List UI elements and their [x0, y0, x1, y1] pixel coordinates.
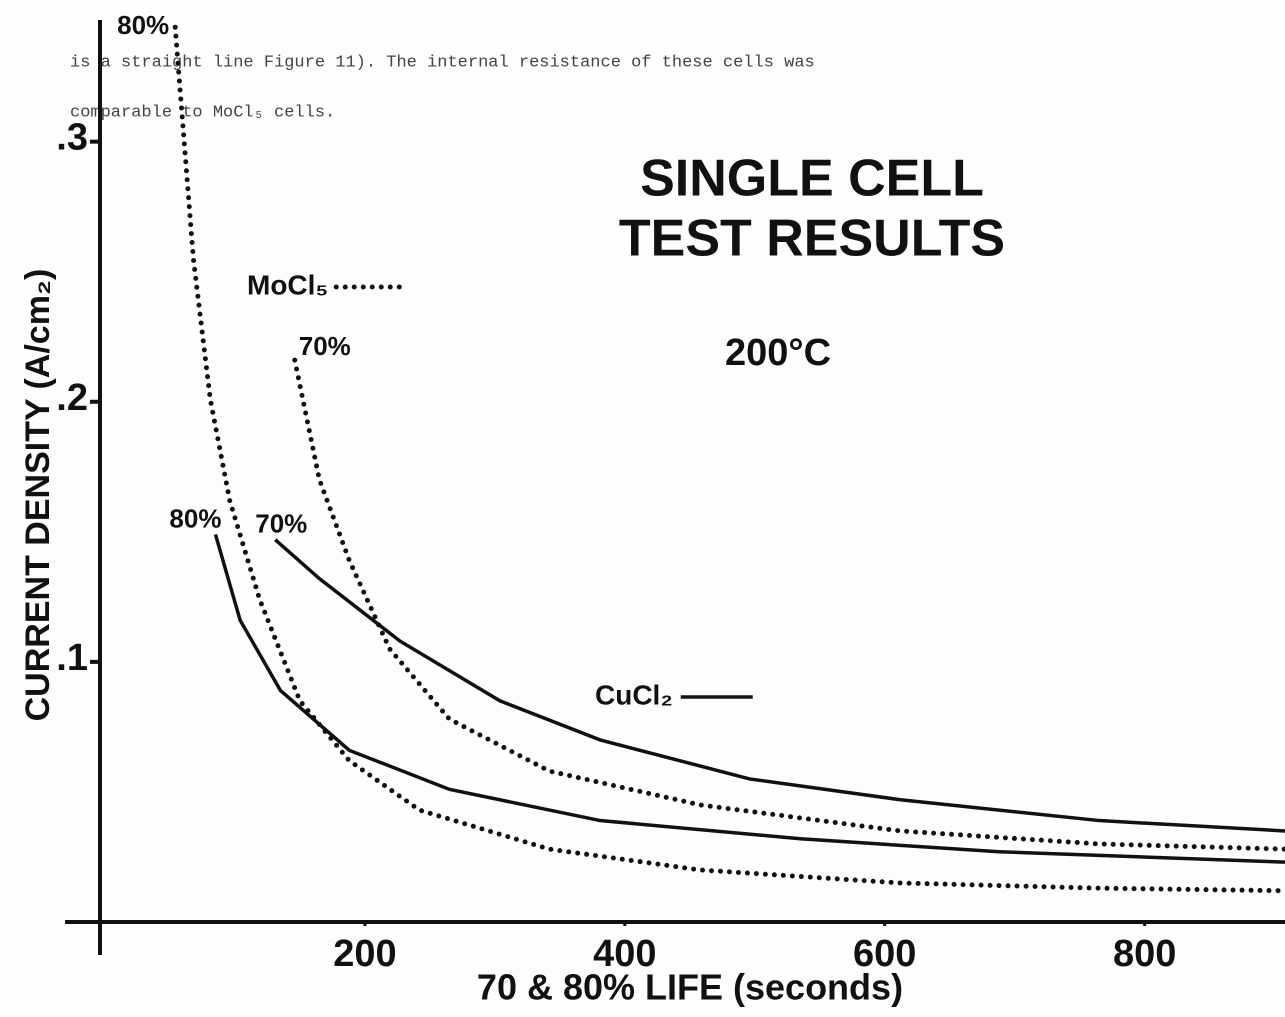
- y-tick-label: .2: [56, 377, 88, 419]
- line-series: [213, 533, 1285, 864]
- line-series: [274, 538, 1285, 833]
- legend-label: CuCl₂: [595, 679, 673, 710]
- chart-title: SINGLE CELL: [640, 150, 984, 208]
- page-text: comparable to MoCl₅ cells.: [70, 103, 335, 122]
- line-series: [172, 24, 1285, 894]
- page-text: is a straight line Figure 11). The inter…: [70, 53, 815, 72]
- series-label: 80%: [169, 503, 221, 533]
- x-tick-label: 200: [333, 933, 396, 975]
- x-axis-label: 70 & 80% LIFE (seconds): [477, 967, 903, 1008]
- y-axis-label: CURRENT DENSITY (A/cm₂): [19, 269, 57, 722]
- series-label: 70%: [255, 509, 307, 539]
- chart-title: TEST RESULTS: [619, 210, 1005, 268]
- chart-subtitle: 200°C: [725, 332, 831, 374]
- y-tick-label: .3: [56, 117, 88, 159]
- x-tick-label: 800: [1113, 933, 1176, 975]
- x-tick-label: 600: [853, 933, 916, 975]
- series-label: 80%: [117, 10, 169, 40]
- line-series: [292, 357, 1285, 852]
- series-label: 70%: [299, 331, 351, 361]
- legend-label: MoCl₅: [247, 269, 328, 300]
- y-tick-label: .1: [56, 637, 88, 679]
- x-tick-label: 400: [593, 933, 656, 975]
